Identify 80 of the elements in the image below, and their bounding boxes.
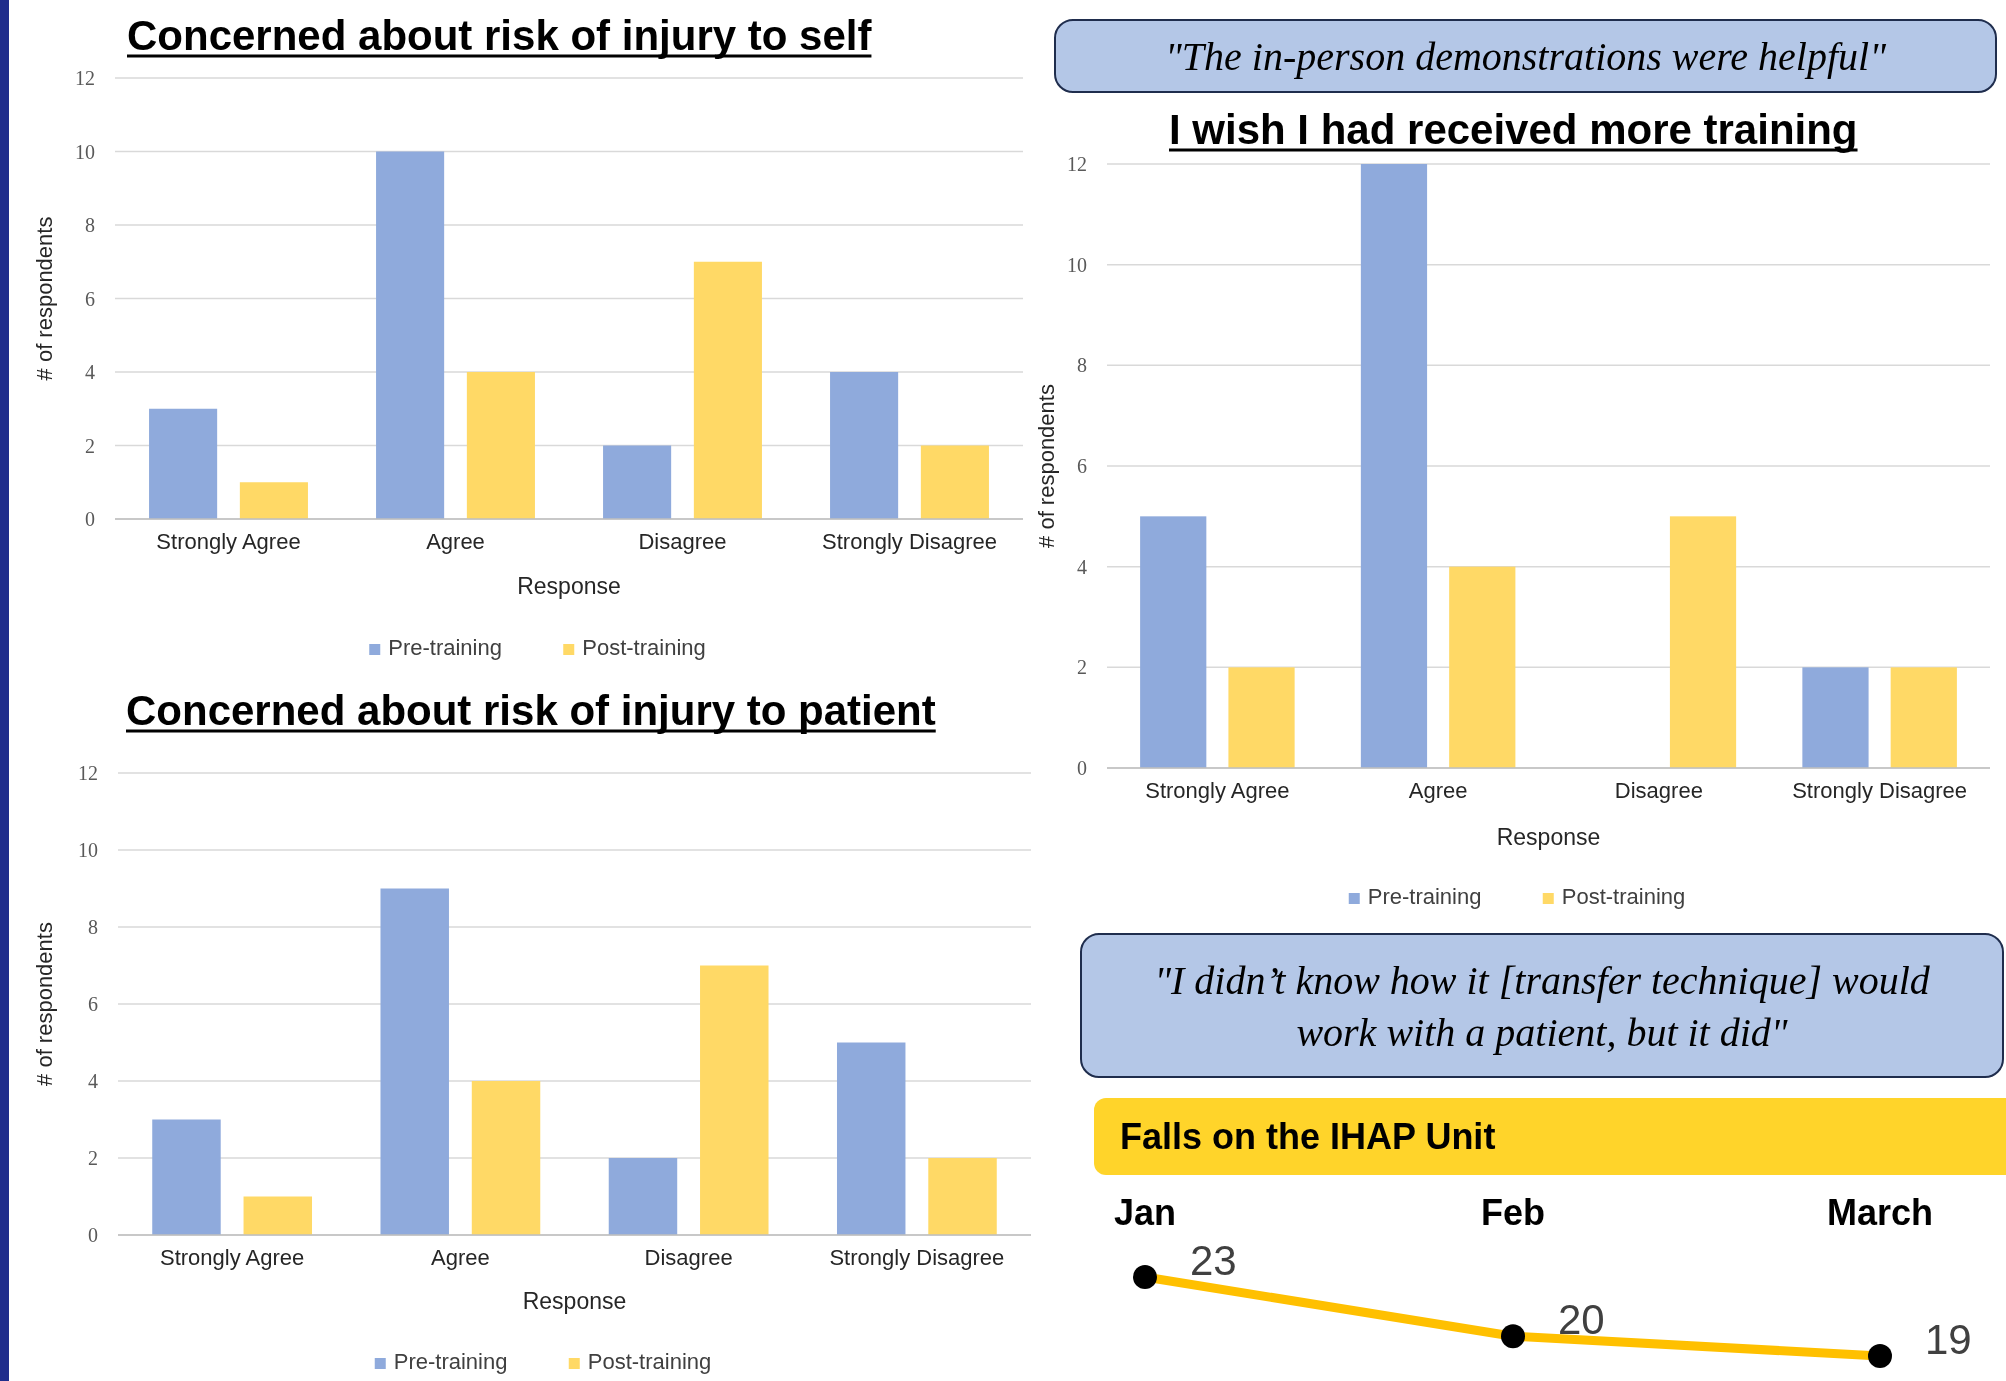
legend-label: Pre-training — [1367, 884, 1482, 909]
x-tick-label: Strongly Disagree — [829, 1245, 1005, 1270]
y-tick-label: 10 — [75, 140, 95, 163]
y-tick-label: 0 — [85, 508, 95, 530]
y-axis-title: # of respondents — [32, 216, 57, 381]
y-tick-label: 8 — [85, 214, 95, 236]
y-tick-label: 8 — [1077, 354, 1087, 377]
bar — [836, 1042, 906, 1235]
y-tick-label: 10 — [78, 839, 98, 861]
x-tick-label: Strongly Agree — [1145, 778, 1290, 803]
bar — [1228, 667, 1295, 768]
x-tick-label: Agree — [1408, 778, 1468, 803]
legend-label: Pre-training — [388, 635, 502, 660]
y-tick-label: 0 — [1077, 757, 1087, 779]
legend-label: Pre-training — [393, 1349, 508, 1374]
y-tick-label: 2 — [88, 1147, 98, 1169]
x-axis-title: Response — [522, 1288, 627, 1314]
bar — [1140, 516, 1207, 768]
y-tick-label: 2 — [1077, 656, 1087, 679]
bar — [608, 1158, 678, 1235]
chart-title: Concerned about risk of injury to patient — [126, 687, 936, 734]
y-tick-label: 6 — [88, 993, 98, 1015]
data-label: 19 — [1925, 1316, 1972, 1363]
y-tick-label: 2 — [85, 434, 95, 457]
data-label: 23 — [1190, 1237, 1237, 1284]
bar — [1802, 667, 1869, 768]
x-tick-label: Feb — [1480, 1192, 1546, 1233]
bar — [239, 482, 308, 519]
x-tick-label: Disagree — [644, 1245, 733, 1270]
y-tick-label: 12 — [78, 762, 98, 784]
text: "I didn’t know how it [transfer technique] would work with a patient, but it did" — [1154, 957, 1931, 1055]
bar — [1360, 164, 1428, 768]
y-tick-label: 0 — [88, 1224, 98, 1246]
y-tick-label: 12 — [1067, 153, 1087, 175]
x-tick-label: Strongly Agree — [159, 1245, 305, 1270]
x-axis-title: Response — [517, 573, 621, 599]
bar — [928, 1158, 997, 1235]
x-tick-label: Agree — [426, 529, 485, 554]
bar — [920, 445, 989, 519]
y-tick-label: 10 — [1067, 253, 1087, 276]
text: "The in-person demonstrations were helpful" — [1165, 34, 1887, 79]
bar — [380, 888, 449, 1235]
x-tick-label: Strongly Agree — [156, 529, 301, 554]
bar — [149, 408, 218, 519]
y-tick-label: 12 — [75, 67, 95, 89]
y-axis-title: # of respondents — [1034, 384, 1059, 548]
x-tick-label: Strongly Disagree — [1792, 778, 1968, 803]
y-tick-label: 6 — [85, 287, 95, 310]
y-tick-label: 8 — [88, 916, 98, 938]
y-tick-label: 4 — [1077, 555, 1087, 578]
y-tick-label: 4 — [88, 1070, 98, 1092]
bar — [471, 1081, 541, 1235]
bar — [243, 1196, 313, 1235]
bar — [603, 445, 672, 519]
bar — [1449, 566, 1516, 768]
x-tick-label: March — [1826, 1192, 1934, 1233]
y-tick-label: 6 — [1077, 455, 1087, 477]
chart-title: I wish I had received more training — [1169, 106, 1858, 153]
chart-title: Concerned about risk of injury to self — [127, 12, 873, 59]
bar — [830, 372, 899, 519]
bar — [693, 261, 762, 519]
x-tick-label: Strongly Disagree — [822, 529, 997, 554]
data-label: 20 — [1558, 1296, 1605, 1344]
bar — [1890, 667, 1957, 768]
bar — [376, 151, 445, 519]
x-tick-label: Disagree — [1614, 778, 1703, 803]
legend-label: Post-training — [582, 635, 706, 660]
y-axis-title: # of respondents — [32, 922, 57, 1086]
x-tick-label: Jan — [1113, 1192, 1177, 1233]
legend-label: Post-training — [587, 1349, 712, 1374]
bar — [466, 372, 535, 519]
legend-label: Post-training — [1561, 884, 1686, 909]
x-tick-label: Agree — [431, 1245, 490, 1270]
bar — [700, 965, 769, 1235]
x-tick-label: Disagree — [638, 529, 727, 554]
x-axis-title: Response — [1496, 824, 1601, 850]
bar — [1669, 516, 1737, 768]
chart-title: Falls on the IHAP Unit — [1120, 1116, 1496, 1158]
bar — [152, 1119, 221, 1235]
y-tick-label: 4 — [85, 361, 95, 383]
